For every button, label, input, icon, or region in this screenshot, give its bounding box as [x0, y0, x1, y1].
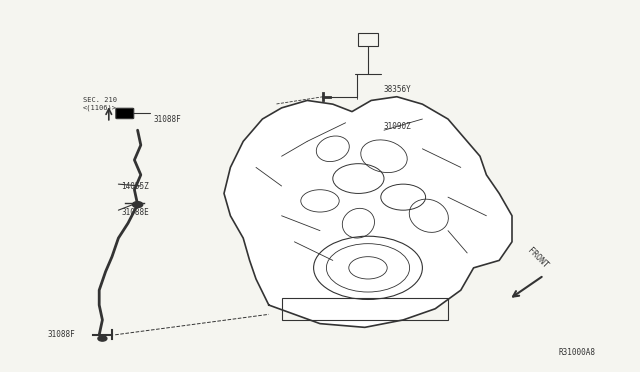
FancyBboxPatch shape [116, 108, 134, 119]
Circle shape [132, 202, 143, 208]
Text: 38356Y: 38356Y [384, 85, 412, 94]
Circle shape [98, 336, 107, 341]
Text: R31000A8: R31000A8 [558, 348, 595, 357]
Text: 14055Z: 14055Z [122, 182, 149, 190]
Text: 31088F: 31088F [48, 330, 76, 339]
Text: 31088E: 31088E [122, 208, 149, 217]
Text: SEC. 210
<(1106)>: SEC. 210 <(1106)> [83, 97, 117, 111]
Text: 31090Z: 31090Z [384, 122, 412, 131]
Polygon shape [224, 97, 512, 327]
Text: 31088F: 31088F [154, 115, 181, 124]
Text: FRONT: FRONT [525, 246, 550, 270]
